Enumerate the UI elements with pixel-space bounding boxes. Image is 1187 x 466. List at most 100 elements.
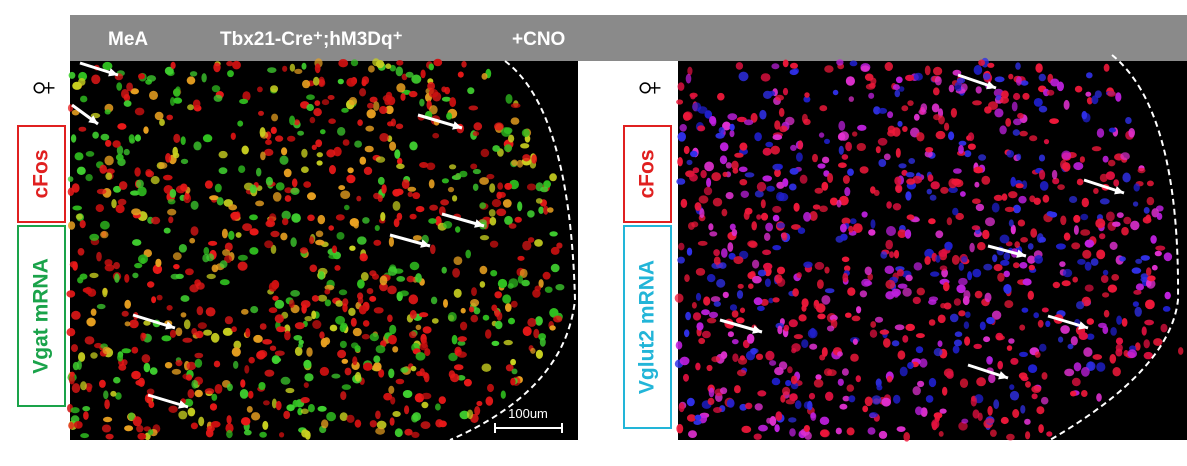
cell bbox=[703, 186, 713, 196]
cell bbox=[300, 300, 311, 309]
cell bbox=[189, 237, 196, 244]
cell bbox=[313, 76, 320, 86]
cell bbox=[928, 296, 939, 302]
cell bbox=[1063, 99, 1070, 110]
cell bbox=[175, 359, 183, 367]
cell bbox=[504, 182, 513, 190]
cell bbox=[870, 219, 876, 229]
cell bbox=[375, 156, 386, 163]
cell bbox=[389, 417, 395, 426]
cell bbox=[848, 96, 854, 102]
cell bbox=[301, 62, 307, 70]
cell bbox=[89, 233, 100, 241]
cell bbox=[1000, 416, 1009, 425]
cell bbox=[915, 406, 923, 416]
cell bbox=[399, 290, 409, 297]
cell bbox=[1096, 362, 1106, 372]
cell bbox=[1000, 259, 1010, 266]
cell bbox=[143, 320, 151, 326]
cell bbox=[1125, 117, 1132, 124]
cell bbox=[1036, 406, 1045, 415]
cell bbox=[73, 421, 83, 429]
cell bbox=[1019, 262, 1028, 269]
cell bbox=[347, 167, 354, 174]
cell bbox=[147, 281, 155, 288]
cell bbox=[748, 283, 754, 290]
cell bbox=[289, 299, 295, 309]
cell bbox=[983, 73, 991, 80]
label-box bbox=[17, 125, 66, 223]
cell bbox=[704, 110, 713, 119]
cell bbox=[411, 431, 420, 438]
cell bbox=[318, 271, 325, 280]
cell bbox=[740, 190, 749, 198]
cell bbox=[821, 156, 830, 164]
cell bbox=[744, 207, 753, 215]
cell bbox=[844, 265, 851, 272]
cell bbox=[357, 119, 363, 126]
arrow-head bbox=[998, 371, 1008, 380]
cell bbox=[1146, 180, 1154, 187]
cell bbox=[244, 365, 250, 374]
cell bbox=[71, 344, 78, 353]
cell bbox=[180, 183, 188, 192]
cell bbox=[886, 375, 893, 383]
cell bbox=[419, 98, 425, 107]
cell bbox=[722, 121, 731, 131]
cell bbox=[685, 311, 691, 321]
cell bbox=[907, 100, 914, 106]
arrow-head bbox=[452, 121, 462, 130]
cell bbox=[1109, 354, 1117, 364]
cell bbox=[527, 210, 535, 218]
cell bbox=[1084, 284, 1094, 292]
cell bbox=[472, 183, 479, 191]
cell bbox=[466, 409, 474, 420]
cell bbox=[265, 139, 272, 145]
cell bbox=[418, 312, 429, 318]
cell bbox=[405, 71, 414, 78]
cell bbox=[504, 215, 513, 225]
cell bbox=[544, 286, 553, 293]
cell bbox=[919, 358, 928, 368]
cell bbox=[757, 269, 767, 277]
cell bbox=[994, 108, 1004, 118]
cell bbox=[692, 312, 702, 321]
cell bbox=[847, 287, 856, 296]
cell bbox=[132, 239, 142, 246]
cell bbox=[1081, 366, 1090, 377]
cell bbox=[404, 428, 413, 436]
cell bbox=[1135, 283, 1144, 291]
cell bbox=[943, 282, 950, 292]
boundary-right bbox=[1049, 54, 1180, 441]
cell bbox=[203, 247, 210, 255]
cell bbox=[709, 231, 718, 237]
cell bbox=[249, 247, 259, 255]
cell bbox=[259, 431, 267, 438]
cell bbox=[284, 195, 292, 202]
cell bbox=[80, 381, 87, 391]
cell bbox=[885, 279, 896, 289]
cell bbox=[497, 278, 508, 289]
arrow-head bbox=[420, 239, 430, 248]
cell bbox=[1102, 269, 1109, 276]
cell bbox=[977, 412, 983, 421]
cell bbox=[301, 429, 309, 438]
cell bbox=[258, 110, 264, 116]
cell bbox=[379, 275, 388, 286]
cell bbox=[1060, 215, 1067, 226]
cell bbox=[897, 283, 908, 289]
cell bbox=[460, 321, 468, 331]
cell bbox=[362, 320, 370, 327]
cell bbox=[685, 73, 692, 84]
cell bbox=[978, 59, 985, 66]
cell bbox=[842, 272, 849, 283]
cell bbox=[379, 282, 388, 292]
cell bbox=[1004, 300, 1014, 309]
cell bbox=[433, 58, 443, 67]
cell bbox=[1027, 243, 1034, 250]
cell bbox=[772, 245, 782, 251]
cell bbox=[782, 59, 789, 68]
cell bbox=[359, 253, 368, 262]
cell bbox=[250, 306, 259, 314]
cell bbox=[105, 172, 113, 180]
